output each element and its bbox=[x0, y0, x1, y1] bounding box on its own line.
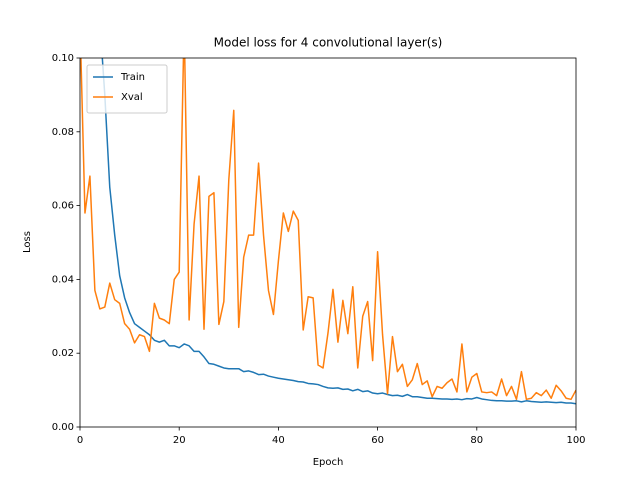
x-tick-label: 0 bbox=[77, 435, 83, 446]
series-line bbox=[101, 58, 576, 405]
y-axis-label: Loss bbox=[22, 231, 33, 253]
y-tick-label: 0.08 bbox=[52, 127, 74, 138]
y-tick-label: 0.04 bbox=[52, 274, 74, 285]
series-line bbox=[80, 58, 576, 401]
x-tick-label: 20 bbox=[173, 435, 186, 446]
legend-label: Train bbox=[120, 72, 145, 83]
x-tick-label: 80 bbox=[470, 435, 483, 446]
y-tick-label: 0.00 bbox=[52, 422, 74, 433]
chart-title: Model loss for 4 convolutional layer(s) bbox=[214, 36, 443, 50]
plot-area bbox=[80, 58, 576, 405]
x-tick-label: 100 bbox=[566, 435, 585, 446]
y-tick-label: 0.06 bbox=[52, 201, 74, 212]
x-axis-label: Epoch bbox=[313, 457, 344, 468]
y-tick-label: 0.10 bbox=[52, 53, 74, 64]
y-tick-label: 0.02 bbox=[52, 348, 74, 359]
legend-label: Xval bbox=[121, 92, 143, 103]
x-tick-label: 60 bbox=[371, 435, 384, 446]
x-tick-label: 40 bbox=[272, 435, 285, 446]
axes-frame bbox=[79, 57, 577, 428]
